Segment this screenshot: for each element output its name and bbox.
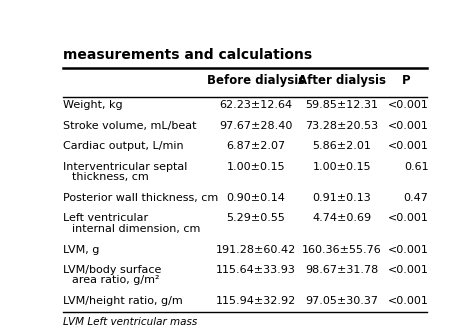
Text: 115.94±32.92: 115.94±32.92 xyxy=(216,296,296,306)
Text: 0.90±0.14: 0.90±0.14 xyxy=(227,193,285,203)
Text: 0.91±0.13: 0.91±0.13 xyxy=(313,193,372,203)
Text: 97.67±28.40: 97.67±28.40 xyxy=(219,121,292,131)
Text: Left ventricular: Left ventricular xyxy=(63,213,148,223)
Text: LVM Left ventricular mass: LVM Left ventricular mass xyxy=(63,317,197,327)
Text: 5.29±0.55: 5.29±0.55 xyxy=(227,213,285,223)
Text: Posterior wall thickness, cm: Posterior wall thickness, cm xyxy=(63,193,218,203)
Text: <0.001: <0.001 xyxy=(388,213,428,223)
Text: <0.001: <0.001 xyxy=(388,121,428,131)
Text: 4.74±0.69: 4.74±0.69 xyxy=(312,213,372,223)
Text: 62.23±12.64: 62.23±12.64 xyxy=(219,100,292,111)
Text: Interventricular septal: Interventricular septal xyxy=(63,162,187,172)
Text: <0.001: <0.001 xyxy=(388,296,428,306)
Text: 0.61: 0.61 xyxy=(404,162,428,172)
Text: <0.001: <0.001 xyxy=(388,265,428,275)
Text: 1.00±0.15: 1.00±0.15 xyxy=(313,162,372,172)
Text: 191.28±60.42: 191.28±60.42 xyxy=(216,245,296,255)
Text: 1.00±0.15: 1.00±0.15 xyxy=(227,162,285,172)
Text: thickness, cm: thickness, cm xyxy=(72,172,149,182)
Text: measurements and calculations: measurements and calculations xyxy=(63,47,312,61)
Text: 115.64±33.93: 115.64±33.93 xyxy=(216,265,296,275)
Text: 59.85±12.31: 59.85±12.31 xyxy=(306,100,379,111)
Text: 73.28±20.53: 73.28±20.53 xyxy=(306,121,379,131)
Text: LVM/body surface: LVM/body surface xyxy=(63,265,161,275)
Text: 6.87±2.07: 6.87±2.07 xyxy=(226,141,285,151)
Text: 97.05±30.37: 97.05±30.37 xyxy=(306,296,379,306)
Text: <0.001: <0.001 xyxy=(388,100,428,111)
Text: <0.001: <0.001 xyxy=(388,141,428,151)
Text: <0.001: <0.001 xyxy=(388,245,428,255)
Text: P: P xyxy=(402,74,410,87)
Text: Stroke volume, mL/beat: Stroke volume, mL/beat xyxy=(63,121,196,131)
Text: LVM, g: LVM, g xyxy=(63,245,99,255)
Text: After dialysis: After dialysis xyxy=(298,74,386,87)
Text: internal dimension, cm: internal dimension, cm xyxy=(72,224,201,234)
Text: LVM/height ratio, g/m: LVM/height ratio, g/m xyxy=(63,296,182,306)
Text: 160.36±55.76: 160.36±55.76 xyxy=(302,245,382,255)
Text: 0.47: 0.47 xyxy=(403,193,428,203)
Text: 98.67±31.78: 98.67±31.78 xyxy=(305,265,379,275)
Text: 5.86±2.01: 5.86±2.01 xyxy=(313,141,372,151)
Text: Weight, kg: Weight, kg xyxy=(63,100,123,111)
Text: Cardiac output, L/min: Cardiac output, L/min xyxy=(63,141,183,151)
Text: area ratio, g/m²: area ratio, g/m² xyxy=(72,275,160,285)
Text: Before dialysis: Before dialysis xyxy=(207,74,305,87)
